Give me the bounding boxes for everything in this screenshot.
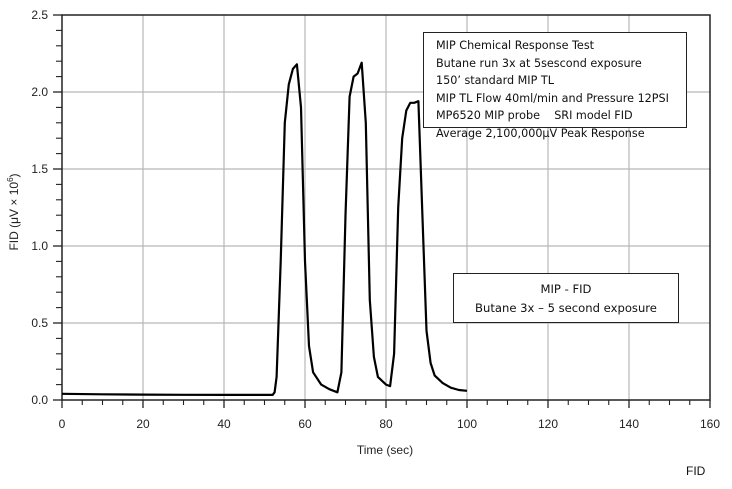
chart-title-box: MIP - FID Butane 3x – 5 second exposure xyxy=(453,273,679,323)
x-tick-label: 100 xyxy=(457,417,477,431)
y-axis-label-main: FID (μV × 10 xyxy=(7,182,21,251)
y-tick-label: 2.5 xyxy=(31,8,48,22)
y-axis-label-exponent: 6 xyxy=(6,177,15,182)
y-tick-label: 1.5 xyxy=(31,162,48,176)
x-tick-label: 80 xyxy=(379,417,393,431)
info-line-6: Average 2,100,000μV Peak Response xyxy=(436,126,645,140)
info-line-3: 150’ standard MIP TL xyxy=(436,74,554,88)
info-line-5: MP6520 MIP probe SRI model FID xyxy=(436,109,633,123)
info-line-1: MIP Chemical Response Test xyxy=(436,39,595,52)
x-tick-label: 140 xyxy=(619,417,639,431)
test-info-box: MIP Chemical Response Test Butane run 3x… xyxy=(423,32,687,140)
info-line-2: Butane run 3x at 5sescond exposure xyxy=(436,56,642,70)
x-axis-label: Time (sec) xyxy=(357,443,413,457)
x-tick-label: 60 xyxy=(298,417,312,431)
y-tick-label: 1.0 xyxy=(31,239,48,253)
x-tick-label: 0 xyxy=(59,417,66,431)
chart-title: MIP - FID xyxy=(540,282,592,296)
y-tick-label: 0.5 xyxy=(31,316,48,330)
plot-frame xyxy=(61,14,711,401)
x-tick-label: 120 xyxy=(538,417,558,431)
x-tick-label: 20 xyxy=(136,417,150,431)
y-axis-label: FID (μV × 106) xyxy=(6,173,21,250)
y-tick-label: 2.0 xyxy=(31,85,48,99)
axis-ticks xyxy=(53,14,711,408)
info-line-4: MIP TL Flow 40ml/min and Pressure 12PSI xyxy=(436,91,669,105)
y-axis-label-close: ) xyxy=(7,173,21,177)
x-tick-label: 160 xyxy=(700,417,720,431)
fid-series-line xyxy=(61,61,468,396)
chart-subtitle: Butane 3x – 5 second exposure xyxy=(475,301,657,315)
corner-label: FID xyxy=(686,464,706,478)
x-tick-label: 40 xyxy=(217,417,231,431)
y-tick-label: 0.0 xyxy=(31,393,48,407)
tick-labels: 0 20 40 60 80 100 120 140 160 0.0 0.5 1.0 1.5 2.0 2.5 xyxy=(31,8,720,431)
